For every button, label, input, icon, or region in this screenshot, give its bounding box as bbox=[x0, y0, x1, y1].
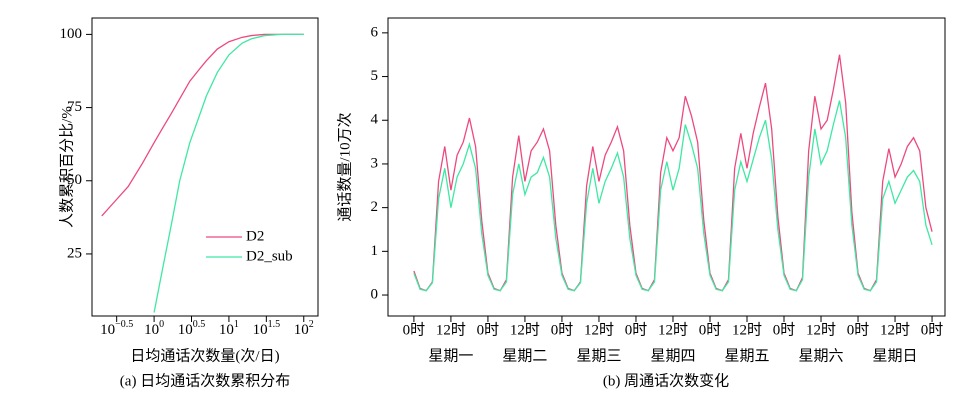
day-label: 星期五 bbox=[724, 347, 769, 364]
caption: (b) 周通话次数变化 bbox=[603, 372, 729, 389]
x-tick-label: 12时 bbox=[880, 321, 910, 338]
x-tick-label: 101.5 bbox=[253, 319, 281, 338]
series-line bbox=[413, 54, 933, 292]
x-axis-label: 日均通话次数量(次/日) bbox=[130, 347, 279, 364]
x-tick-label: 12时 bbox=[510, 321, 540, 338]
x-tick-label: 100.5 bbox=[178, 319, 206, 338]
y-tick-label: 2 bbox=[371, 199, 379, 215]
y-tick-label: 100 bbox=[60, 26, 83, 42]
x-tick-label: 0时 bbox=[699, 321, 722, 338]
x-tick-label: 12时 bbox=[584, 321, 614, 338]
x-tick-label: 12时 bbox=[806, 321, 836, 338]
x-tick-label: 0时 bbox=[921, 321, 944, 338]
x-tick-label: 100 bbox=[144, 319, 164, 338]
legend-label: D2 bbox=[246, 228, 264, 244]
y-tick-label: 3 bbox=[371, 155, 379, 171]
x-tick-label: 0时 bbox=[625, 321, 648, 338]
day-label: 星期三 bbox=[576, 347, 621, 364]
y-tick-label: 25 bbox=[67, 245, 82, 261]
plot-frame bbox=[387, 17, 946, 317]
y-tick-label: 4 bbox=[371, 112, 379, 128]
y-tick-label: 75 bbox=[67, 99, 82, 115]
day-label: 星期二 bbox=[502, 347, 547, 364]
plot-frame bbox=[91, 17, 319, 317]
y-tick-label: 50 bbox=[67, 172, 82, 188]
day-label: 星期四 bbox=[650, 347, 695, 364]
x-tick-label: 12时 bbox=[732, 321, 762, 338]
y-axis-label: 人数累积百分比/% bbox=[58, 106, 75, 228]
series-line bbox=[153, 33, 304, 313]
legend-label: D2_sub bbox=[246, 248, 293, 264]
x-tick-label: 102 bbox=[294, 319, 314, 338]
series-line bbox=[101, 33, 304, 217]
x-tick-label: 101 bbox=[219, 319, 239, 338]
x-tick-label: 0时 bbox=[551, 321, 574, 338]
day-label: 星期六 bbox=[799, 347, 844, 364]
y-tick-label: 5 bbox=[371, 68, 379, 84]
x-tick-label: 12时 bbox=[658, 321, 688, 338]
y-tick-label: 0 bbox=[371, 286, 379, 302]
x-tick-label: 0时 bbox=[773, 321, 796, 338]
day-label: 星期一 bbox=[428, 347, 473, 364]
y-tick-label: 6 bbox=[371, 24, 379, 40]
y-tick-label: 1 bbox=[371, 243, 379, 259]
x-tick-label: 12时 bbox=[436, 321, 466, 338]
series-line bbox=[413, 100, 933, 292]
y-axis-label: 通话数量/10万次 bbox=[336, 112, 353, 221]
x-tick-label: 0时 bbox=[477, 321, 500, 338]
x-tick-label: 10−0.5 bbox=[100, 319, 133, 338]
x-tick-label: 0时 bbox=[847, 321, 870, 338]
caption: (a) 日均通话次数累积分布 bbox=[120, 372, 290, 389]
day-label: 星期日 bbox=[873, 347, 918, 364]
x-tick-label: 0时 bbox=[403, 321, 426, 338]
